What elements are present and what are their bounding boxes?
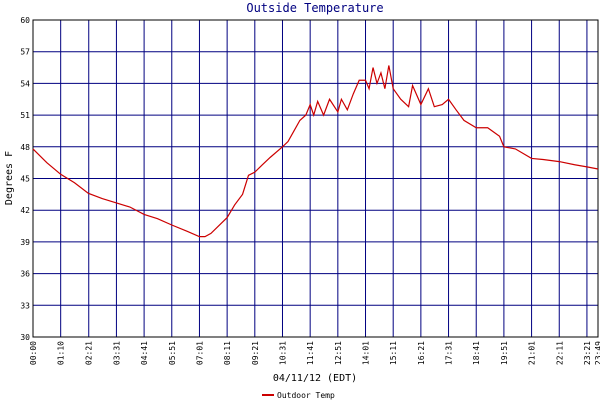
x-tick-label: 22:11 — [555, 341, 564, 365]
y-tick-label: 51 — [20, 111, 30, 120]
y-tick-label: 48 — [20, 143, 30, 152]
y-tick-label: 54 — [20, 79, 30, 88]
x-tick-label: 14:01 — [362, 341, 371, 365]
y-tick-label: 30 — [20, 333, 30, 342]
legend-label: Outdoor Temp — [277, 391, 335, 400]
x-tick-label: 23:21 — [583, 341, 592, 365]
x-tick-label: 17:31 — [445, 341, 454, 365]
x-tick-label: 04:41 — [140, 341, 149, 365]
y-tick-label: 39 — [20, 238, 30, 247]
x-tick-label: 12:51 — [334, 341, 343, 365]
x-tick-label: 00:00 — [29, 341, 38, 365]
x-tick-label: 07:01 — [195, 341, 204, 365]
y-tick-label: 33 — [20, 301, 30, 310]
plot-border — [32, 19, 599, 338]
data-line — [32, 65, 599, 238]
y-tick-label: 57 — [20, 48, 30, 57]
y-tick-label: 60 — [20, 16, 30, 25]
x-tick-label: 03:31 — [112, 341, 121, 365]
x-tick-label: 05:51 — [168, 341, 177, 365]
x-tick-label: 16:21 — [417, 341, 426, 365]
y-tick-label: 36 — [20, 270, 30, 279]
x-axis-label: 04/11/12 (EDT) — [273, 373, 357, 384]
y-tick-label: 45 — [20, 175, 30, 184]
y-axis-label: Degrees F — [4, 151, 15, 205]
x-tick-label: 10:31 — [278, 341, 287, 365]
x-tick-label: 02:21 — [85, 341, 94, 365]
x-tick-label: 15:11 — [389, 341, 398, 365]
x-tick-label: 08:11 — [223, 341, 232, 365]
x-tick-label: 11:41 — [306, 341, 315, 365]
chart-title: Outside Temperature — [246, 1, 383, 15]
x-tick-label: 19:51 — [500, 341, 509, 365]
x-tick-label: 01:10 — [57, 341, 66, 365]
x-tick-label: 23:49 — [594, 341, 600, 365]
y-tick-label: 42 — [20, 206, 30, 215]
x-tick-label: 21:01 — [528, 341, 537, 365]
x-tick-label: 18:41 — [472, 341, 481, 365]
x-tick-label: 09:21 — [251, 341, 260, 365]
